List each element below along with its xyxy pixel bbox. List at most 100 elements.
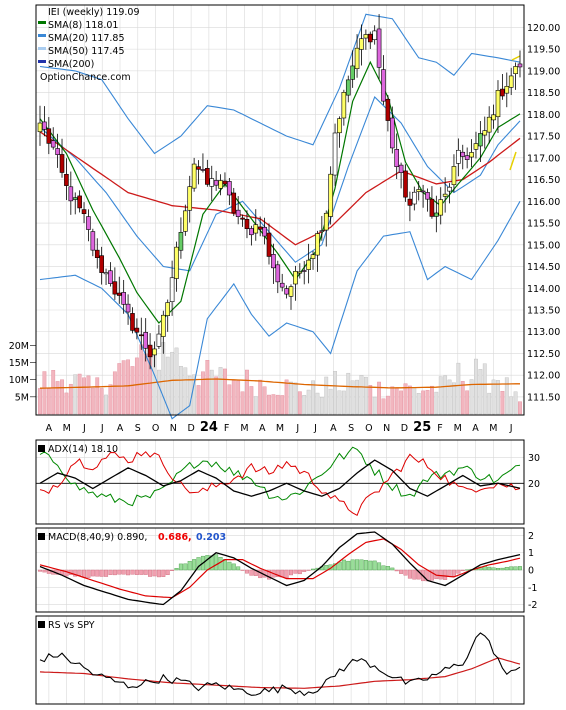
candle-up: [183, 210, 188, 232]
macd-histogram-bar: [302, 569, 307, 572]
price-tick-label: 117.00: [527, 153, 560, 164]
candle-down: [271, 254, 276, 269]
macd-histogram-bar: [86, 569, 91, 578]
macd-signal-value: 0.686,: [158, 532, 192, 543]
candle-up: [456, 149, 461, 164]
macd-histogram-bar: [121, 569, 126, 575]
price-tick-label: 118.50: [527, 88, 560, 99]
price-candles: [37, 14, 523, 370]
volume-bar: [240, 391, 245, 415]
candle-up: [513, 66, 518, 75]
rs-grid: [48, 616, 512, 704]
x-axis-label: A: [330, 423, 337, 434]
candle-down: [143, 332, 148, 349]
price-tick-label: 114.00: [527, 284, 560, 295]
candle-up: [161, 314, 166, 337]
volume-bar: [196, 385, 201, 415]
volume-bar: [377, 381, 381, 415]
macd-histogram-bar: [178, 563, 183, 571]
macd-histogram-bar: [412, 569, 417, 580]
macd-histogram-bar: [148, 569, 153, 577]
candle-down: [249, 228, 254, 236]
x-axis-label: D: [401, 423, 408, 434]
volume-bar: [86, 375, 91, 415]
candle-down: [138, 334, 144, 337]
forecast-stub-line: [511, 55, 521, 61]
volume-bar: [434, 391, 439, 415]
x-axis-label: M: [454, 423, 462, 434]
price-axis-ticks: 120.00 119.50 119.00 118.50 118.00 117.50 117.…: [527, 23, 560, 404]
candle-down: [460, 151, 466, 157]
volume-bar: [165, 356, 170, 415]
macd-signal-line: [39, 538, 521, 599]
macd-histogram-bar: [82, 569, 87, 578]
adx-label-marker: [38, 445, 45, 452]
volume-bar: [95, 377, 100, 415]
volume-bar: [474, 358, 478, 415]
x-axis-label: A: [472, 423, 479, 434]
x-axis-label: F: [437, 423, 442, 434]
macd-histogram-bar: [152, 569, 157, 577]
volume-bar: [214, 376, 219, 415]
candle-down: [68, 186, 74, 202]
candle-down: [213, 180, 219, 186]
macd-histogram-bar: [438, 569, 443, 580]
candle-down: [134, 327, 140, 333]
volume-bar: [403, 383, 408, 415]
candle-down: [99, 255, 104, 273]
macd-histogram-bar: [377, 562, 382, 571]
volume-bar: [394, 387, 399, 415]
macd-histogram-bar: [42, 569, 47, 573]
candle-down: [77, 195, 82, 209]
candle-down: [86, 216, 91, 230]
candle-down: [389, 117, 395, 149]
macd-histogram-bar: [240, 569, 245, 571]
macd-histogram-bar: [130, 569, 135, 575]
volume-bar: [337, 390, 342, 415]
macd-histogram-bar: [350, 559, 355, 571]
volume-axis-ticks: 20M 15M 10M 5M: [9, 341, 36, 403]
candle-down: [394, 149, 399, 168]
volume-bar: [51, 370, 56, 415]
candle-up: [165, 302, 171, 316]
volume-bar: [73, 374, 78, 415]
candle-down: [200, 169, 206, 171]
volume-bar: [223, 368, 227, 415]
macd-line: [39, 531, 521, 606]
macd-histogram-bar: [341, 559, 346, 571]
candle-up: [328, 173, 333, 217]
candle-down: [90, 231, 96, 251]
volume-bar: [469, 379, 474, 415]
volume-bar: [104, 394, 108, 415]
candle-down: [94, 249, 100, 259]
macd-histogram-bar: [311, 568, 316, 571]
di-plus-line: [39, 446, 521, 507]
candle-up: [178, 232, 184, 251]
candle-up: [504, 86, 510, 94]
volume-tick-label: 20M: [9, 341, 29, 352]
macd-histogram-bar: [174, 568, 179, 571]
macd-histogram-bar: [134, 569, 139, 575]
volume-bar: [183, 367, 188, 415]
volume-bar: [421, 390, 426, 415]
legend-swatch-sma50: [38, 47, 46, 50]
price-tick-label: 116.50: [527, 175, 560, 186]
macd-hist-value: 0.203: [196, 532, 226, 543]
macd-histogram-bar: [156, 569, 161, 578]
macd-tick-label: 0: [528, 566, 534, 577]
macd-histogram-bar: [38, 569, 43, 572]
candle-down: [376, 28, 382, 68]
volume-bar: [430, 385, 434, 415]
macd-histogram-bar: [231, 563, 236, 571]
bollinger-upper-line: [39, 13, 521, 155]
candle-down: [279, 282, 285, 288]
rs-panel-frame: [35, 615, 525, 705]
candle-down: [46, 128, 52, 144]
price-tick-label: 112.00: [527, 371, 560, 382]
candle-down: [42, 121, 47, 130]
volume-bar: [267, 394, 271, 415]
candle-up: [169, 277, 175, 302]
volume-bar: [280, 395, 285, 415]
macd-histogram-bar: [495, 568, 500, 571]
